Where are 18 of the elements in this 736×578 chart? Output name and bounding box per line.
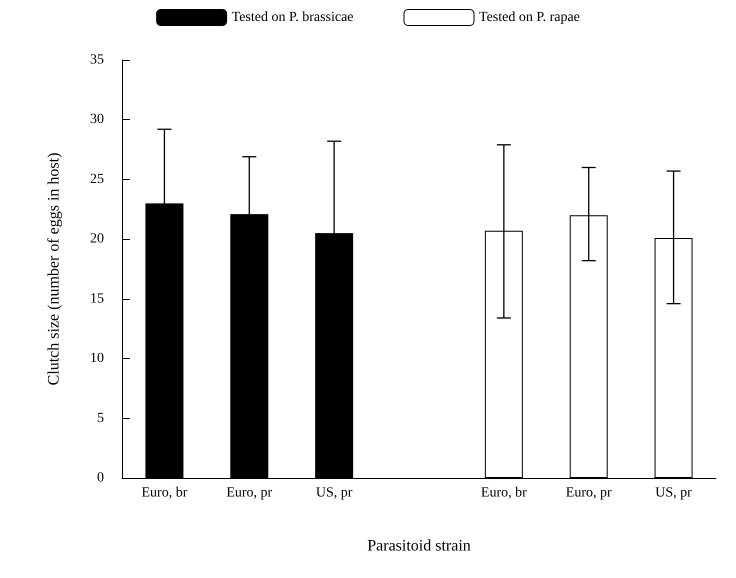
x-tick-label: Euro, pr	[566, 486, 612, 500]
y-tick-label: 25	[90, 172, 104, 187]
x-tick-label: Euro, br	[141, 486, 188, 500]
y-tick-label: 5	[97, 410, 104, 426]
x-tick-label: US, pr	[655, 486, 692, 500]
y-axis-title: Clutch size (number of eggs in host)	[46, 152, 62, 386]
y-tick-label: 35	[90, 52, 104, 68]
y-tick-label: 15	[90, 291, 104, 306]
x-axis-title: Parasitoid strain	[367, 538, 471, 554]
y-tick-label: 10	[90, 351, 104, 366]
x-tick-label: Euro, br	[480, 486, 528, 500]
x-tick-label: Euro, pr	[226, 486, 273, 500]
y-tick-label: 30	[90, 112, 104, 128]
x-tick-label: US, pr	[316, 486, 353, 500]
legend-label: Tested on P. rapae	[479, 10, 580, 25]
y-tick-label: 0	[97, 470, 104, 486]
legend-label: Tested on P. brassicae	[232, 10, 354, 25]
y-tick-label: 20	[90, 232, 104, 247]
